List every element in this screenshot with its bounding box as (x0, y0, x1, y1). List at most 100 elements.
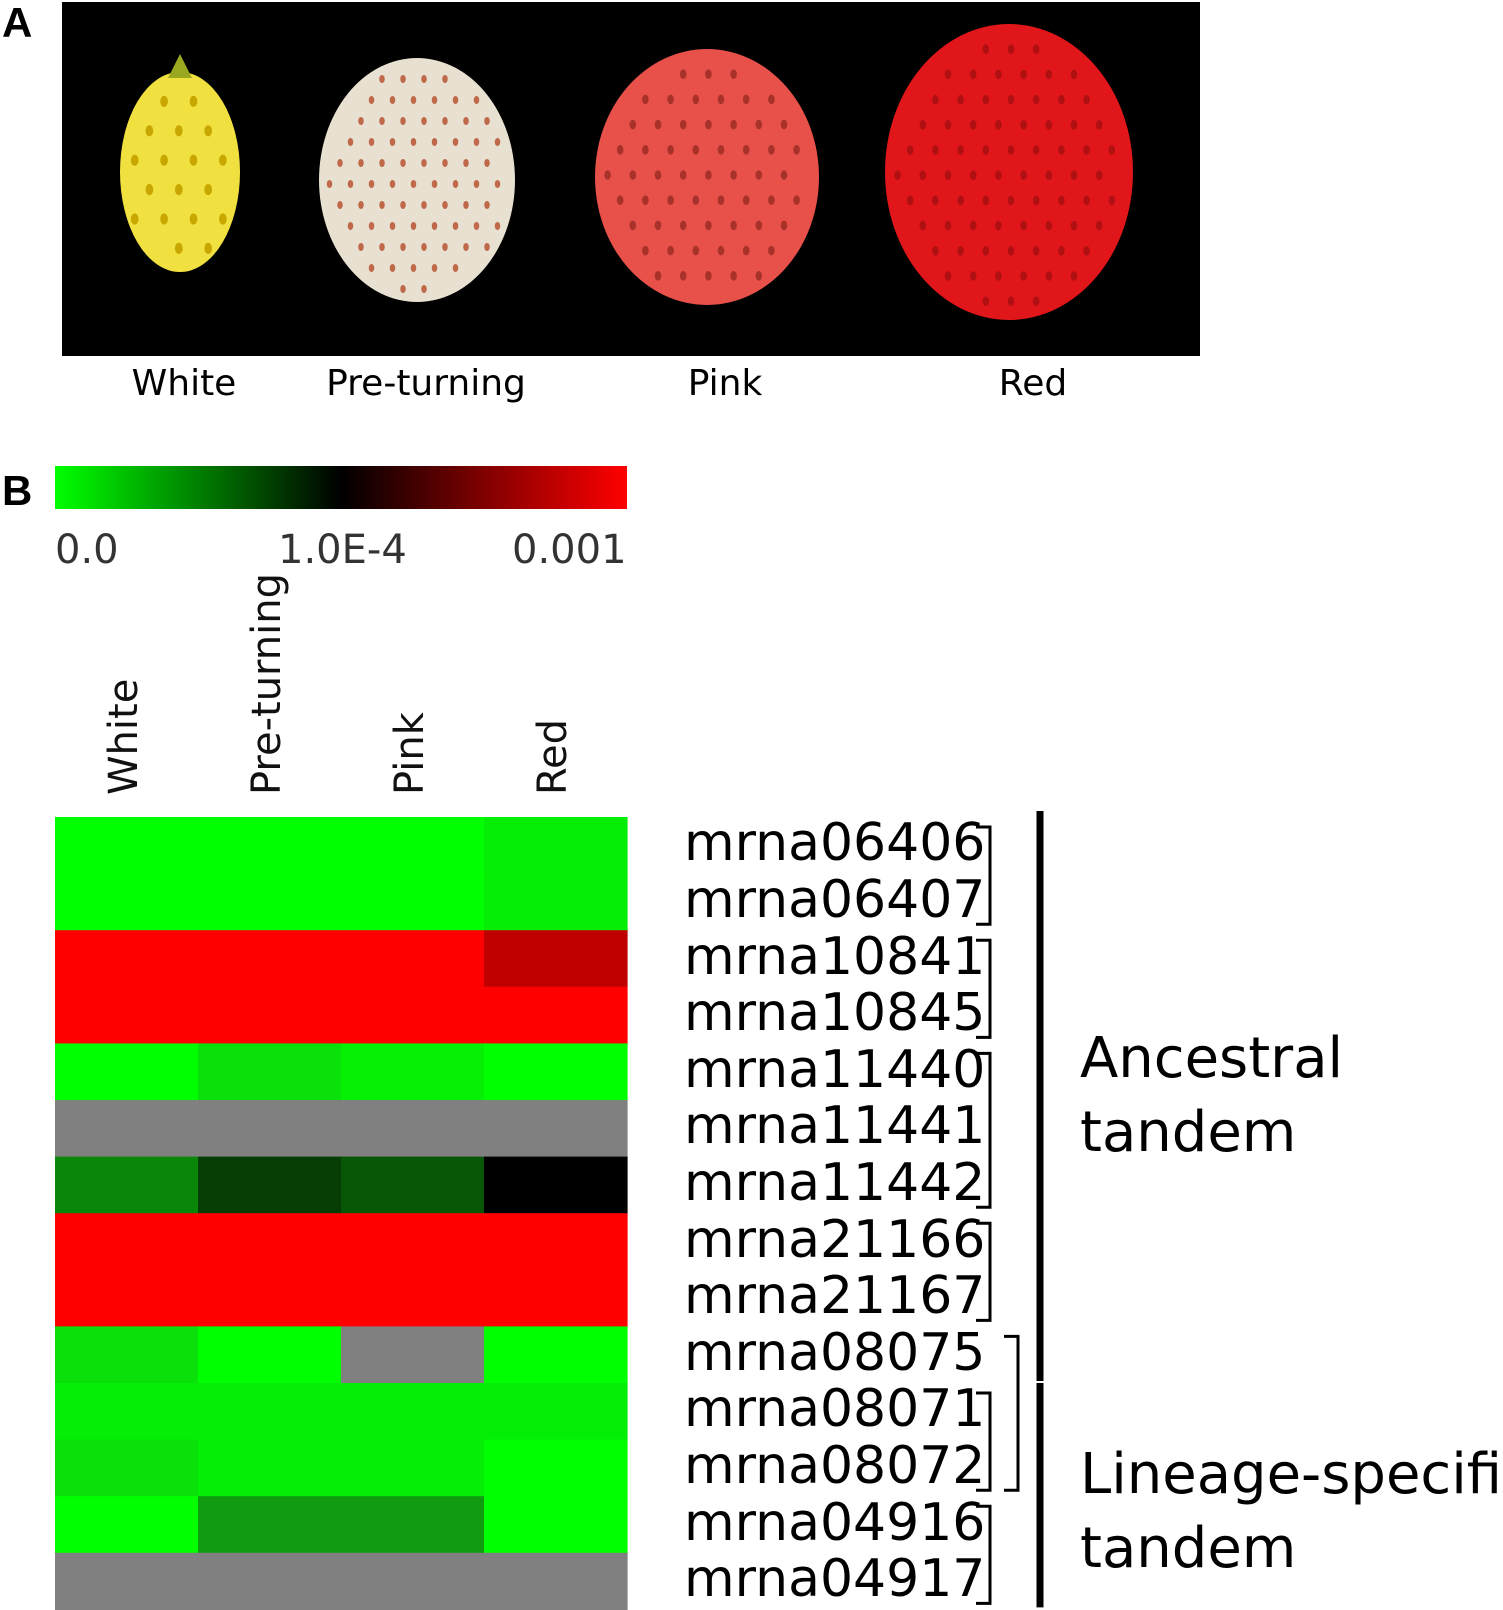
heatmap-cell-mrna11440-red (484, 1043, 628, 1101)
heatmap-cell-mrna08075-red (484, 1326, 628, 1384)
gene-label-mrna04916: mrna04916 (684, 1492, 986, 1553)
heatmap-cell-mrna10841-pre-turning (198, 930, 342, 988)
panel-b-letter: B (2, 467, 33, 514)
heatmap-cell-mrna10845-white (55, 986, 199, 1044)
category-label-line: Ancestral (1080, 1026, 1344, 1091)
stage-label-red: Red (998, 363, 1068, 404)
gene-label-mrna11442: mrna11442 (684, 1152, 986, 1213)
heatmap-cell-mrna11442-pink (341, 1156, 485, 1214)
pair-bracket-mrna08075-mrna08072 (1004, 1334, 1020, 1492)
fruit-seeds-pink (604, 69, 800, 281)
heatmap-cell-mrna04916-white (55, 1496, 199, 1554)
heatmap-cell-mrna11442-white (55, 1156, 199, 1214)
stage-label-pre-turning: Pre-turning (326, 363, 526, 404)
gene-label-mrna08072: mrna08072 (684, 1435, 986, 1496)
heatmap-cell-mrna10845-pre-turning (198, 986, 342, 1044)
heatmap-cell-mrna21166-pre-turning (198, 1213, 342, 1271)
gene-label-mrna06407: mrna06407 (684, 869, 986, 930)
heatmap-cell-mrna10841-white (55, 930, 199, 988)
heatmap-cell-mrna08072-pink (341, 1439, 485, 1497)
fruit-seeds-red (894, 44, 1116, 307)
gene-label-mrna10841: mrna10841 (684, 926, 986, 987)
heatmap-cell-mrna04917-pink (341, 1552, 485, 1610)
color-scale-gradient (55, 466, 627, 509)
gene-label-mrna04917: mrna04917 (684, 1549, 986, 1610)
gene-label-mrna10845: mrna10845 (684, 983, 986, 1044)
heatmap-cell-mrna11440-pre-turning (198, 1043, 342, 1101)
heatmap-cell-mrna08071-pre-turning (198, 1383, 342, 1441)
heatmap-cell-mrna11440-white (55, 1043, 199, 1101)
heatmap-cell-mrna08071-red (484, 1383, 628, 1441)
fruit-seeds-pre-turning (326, 75, 501, 293)
heatmap-cell-mrna06406-red (484, 817, 628, 875)
fruit-photo-strip (62, 2, 1200, 356)
category-label-line: tandem (1080, 1100, 1297, 1165)
fruit-stem (168, 54, 192, 78)
column-label-pink: Pink (387, 712, 433, 795)
heatmap-cell-mrna11442-pre-turning (198, 1156, 342, 1214)
column-label-white: White (101, 678, 147, 795)
heatmap-cell-mrna08072-pre-turning (198, 1439, 342, 1497)
gene-label-mrna21166: mrna21166 (684, 1209, 986, 1270)
heatmap-cell-mrna08075-pink (341, 1326, 485, 1384)
heatmap-cell-mrna21166-red (484, 1213, 628, 1271)
heatmap-cell-mrna06406-pre-turning (198, 817, 342, 875)
column-label-pre-turning: Pre-turning (244, 572, 290, 795)
category-label-line: Lineage-specific (1080, 1442, 1503, 1508)
heatmap-cell-mrna21166-white (55, 1213, 199, 1271)
gene-label-mrna06406: mrna06406 (684, 813, 986, 874)
heatmap-cell-mrna10841-pink (341, 930, 485, 988)
heatmap-cell-mrna11441-pink (341, 1100, 485, 1158)
gene-label-mrna11441: mrna11441 (684, 1096, 986, 1157)
panel-a-letter: A (2, 0, 33, 46)
heatmap-cell-mrna06407-red (484, 873, 628, 931)
column-label-red: Red (530, 719, 576, 795)
heatmap-cell-mrna21167-pink (341, 1269, 485, 1327)
gene-label-mrna21167: mrna21167 (684, 1266, 986, 1327)
gene-label-mrna08071: mrna08071 (684, 1379, 986, 1440)
heatmap-cell-mrna10845-red (484, 986, 628, 1044)
scale-tick-max: 0.001 (512, 527, 627, 573)
heatmap-cell-mrna08075-white (55, 1326, 199, 1384)
heatmap-cell-mrna11440-pink (341, 1043, 485, 1101)
heatmap-cell-mrna11441-red (484, 1100, 628, 1158)
heatmap-cell-mrna06406-pink (341, 817, 485, 875)
fruit-red (885, 24, 1133, 320)
category-label-line: tandem (1080, 1516, 1297, 1582)
heatmap-cell-mrna06407-pre-turning (198, 873, 342, 931)
heatmap-cell-mrna04917-pre-turning (198, 1552, 342, 1610)
scale-tick-mid: 1.0E-4 (278, 527, 407, 573)
heatmap-cell-mrna21167-pre-turning (198, 1269, 342, 1327)
heatmap-cell-mrna06407-pink (341, 873, 485, 931)
heatmap-cell-mrna04917-white (55, 1552, 199, 1610)
heatmap-cell-mrna11442-red (484, 1156, 628, 1214)
heatmap-cell-mrna08071-white (55, 1383, 199, 1441)
heatmap-cell-mrna06407-white (55, 873, 199, 931)
heatmap-cell-mrna21167-red (484, 1269, 628, 1327)
heatmap-cell-mrna08072-white (55, 1439, 199, 1497)
fruit-seeds-white (130, 95, 227, 254)
heatmap-cell-mrna04916-pre-turning (198, 1496, 342, 1554)
heatmap-cell-mrna21167-white (55, 1269, 199, 1327)
heatmap-cell-mrna08071-pink (341, 1383, 485, 1441)
scale-tick-min: 0.0 (55, 527, 119, 573)
heatmap-cell-mrna06406-white (55, 817, 199, 875)
heatmap-cell-mrna11441-pre-turning (198, 1100, 342, 1158)
heatmap-cell-mrna04916-pink (341, 1496, 485, 1554)
stage-label-white: White (131, 363, 237, 404)
heatmap-cell-mrna04916-red (484, 1496, 628, 1554)
fruit-pre-turning (319, 58, 515, 302)
category-label-lineage-specific-tandem: Lineage-specific tandem (1080, 1438, 1503, 1586)
gene-label-mrna08075: mrna08075 (684, 1322, 986, 1383)
heatmap-cell-mrna04917-red (484, 1552, 628, 1610)
heatmap-cell-mrna21166-pink (341, 1213, 485, 1271)
color-scale-bar (55, 466, 627, 509)
gene-label-mrna11440: mrna11440 (684, 1039, 986, 1100)
heatmap-cell-mrna08075-pre-turning (198, 1326, 342, 1384)
heatmap-cell-mrna11441-white (55, 1100, 199, 1158)
heatmap-cell-mrna10841-red (484, 930, 628, 988)
category-label-ancestral-tandem: Ancestral tandem (1080, 1022, 1343, 1170)
heatmap-cell-mrna08072-red (484, 1439, 628, 1497)
fruit-white (120, 72, 240, 272)
heatmap-cell-mrna10845-pink (341, 986, 485, 1044)
